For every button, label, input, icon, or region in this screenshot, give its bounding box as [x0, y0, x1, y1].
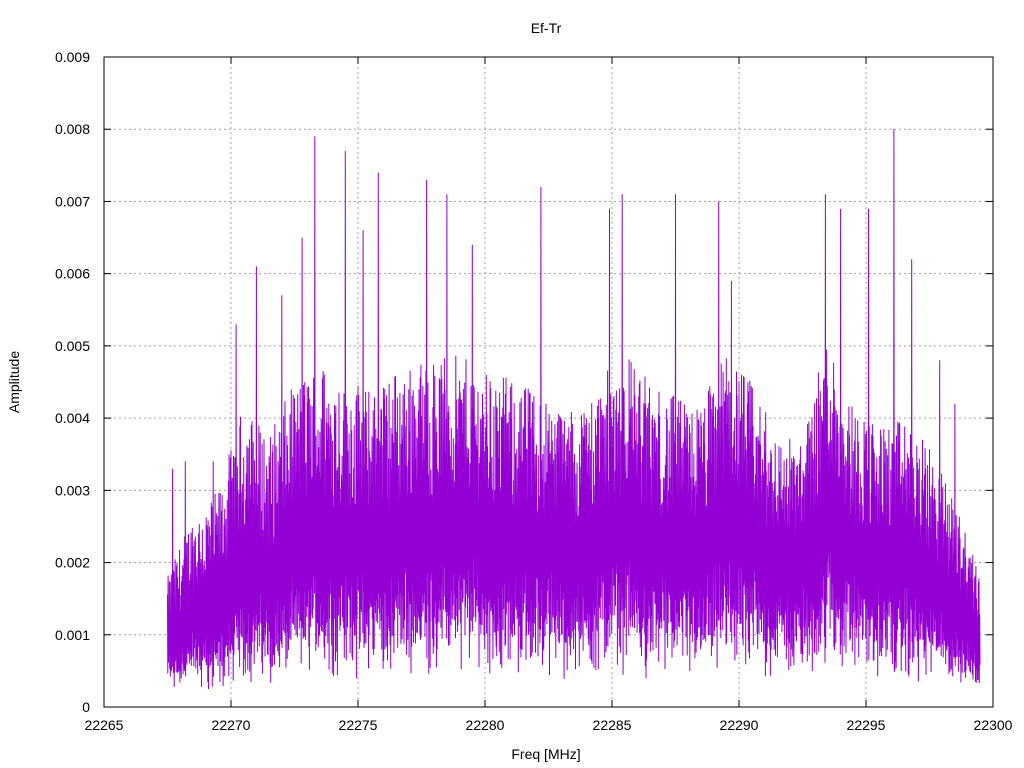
y-tick-label: 0.008 — [55, 121, 90, 137]
x-tick-label: 22270 — [212, 717, 251, 733]
y-tick-label: 0.007 — [55, 193, 90, 209]
x-tick-label: 22285 — [593, 717, 632, 733]
y-axis-label: Amplitude — [6, 351, 22, 413]
axis-ticks — [103, 56, 994, 708]
y-tick-label: 0.003 — [55, 482, 90, 498]
data-series — [167, 129, 981, 690]
y-tick-label: 0.006 — [55, 266, 90, 282]
x-tick-label: 22265 — [85, 717, 124, 733]
chart-title: Ef-Tr — [531, 20, 562, 36]
x-axis-label: Freq [MHz] — [511, 746, 580, 762]
y-tick-label: 0.001 — [55, 627, 90, 643]
y-tick-label: 0.002 — [55, 555, 90, 571]
x-tick-labels: 22265 22270 22275 22280 22285 22290 22295 22300 — [85, 717, 1013, 733]
y-tick-label: 0.005 — [55, 338, 90, 354]
x-tick-label: 22275 — [339, 717, 378, 733]
x-tick-label: 22280 — [466, 717, 505, 733]
series-line — [167, 129, 981, 690]
y-tick-label: 0.004 — [55, 410, 90, 426]
y-tick-labels: 0 0.001 0.002 0.003 0.004 0.005 0.006 0.007 0.00… — [55, 49, 90, 715]
y-tick-label: 0.009 — [55, 49, 90, 65]
x-tick-label: 22290 — [720, 717, 759, 733]
x-tick-label: 22295 — [847, 717, 886, 733]
plot-frame — [103, 56, 994, 708]
y-tick-label: 0 — [82, 699, 90, 715]
x-tick-label: 22300 — [974, 717, 1013, 733]
